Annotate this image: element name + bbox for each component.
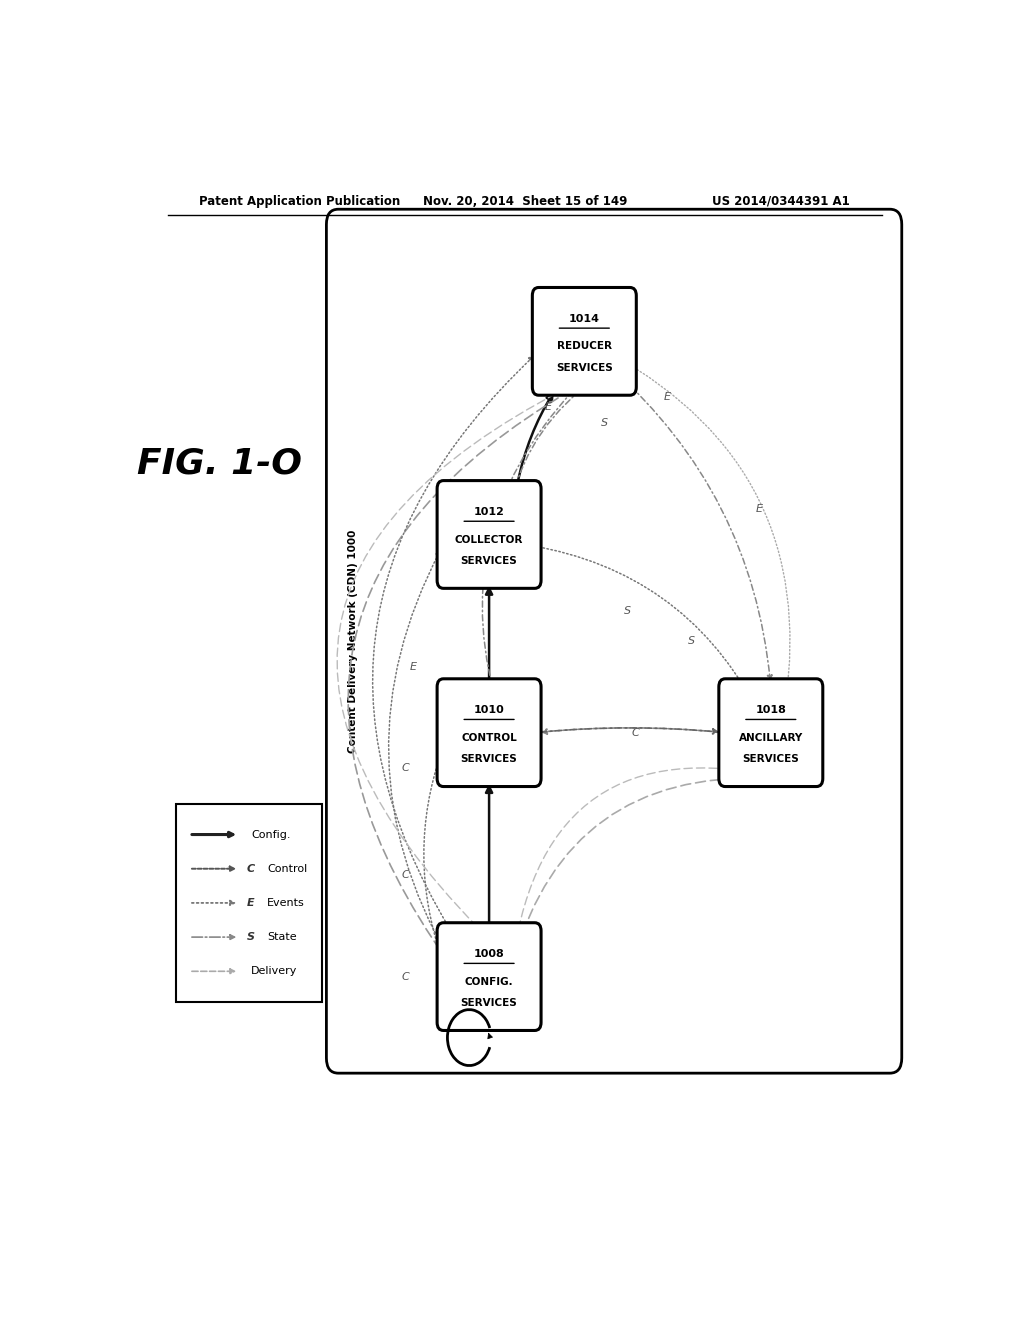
Text: Events: Events [267, 898, 304, 908]
FancyArrowPatch shape [507, 391, 580, 517]
Text: E: E [247, 898, 255, 908]
Text: FIG. 1-O: FIG. 1-O [137, 446, 302, 480]
FancyArrowPatch shape [611, 368, 772, 680]
Text: 1012: 1012 [474, 507, 505, 517]
Text: CONFIG.: CONFIG. [465, 977, 513, 986]
FancyArrowPatch shape [541, 727, 718, 734]
Text: C: C [401, 763, 410, 774]
Text: 1018: 1018 [756, 705, 786, 715]
FancyArrowPatch shape [486, 787, 493, 925]
Text: E: E [411, 661, 417, 672]
Text: S: S [247, 932, 255, 942]
FancyArrowPatch shape [191, 969, 234, 974]
FancyArrowPatch shape [191, 900, 234, 906]
FancyArrowPatch shape [424, 754, 441, 957]
Text: State: State [267, 932, 297, 942]
FancyBboxPatch shape [532, 288, 636, 395]
FancyArrowPatch shape [191, 866, 234, 871]
Text: REDUCER: REDUCER [557, 342, 611, 351]
FancyArrowPatch shape [191, 935, 234, 940]
FancyArrowPatch shape [531, 545, 754, 704]
FancyArrowPatch shape [513, 777, 765, 960]
Text: Control: Control [267, 863, 307, 874]
Text: Content Delivery Network (CDN) 1000: Content Delivery Network (CDN) 1000 [348, 529, 357, 752]
Text: E: E [545, 403, 552, 412]
Text: 1010: 1010 [474, 705, 505, 715]
FancyArrowPatch shape [542, 727, 720, 734]
Text: E: E [756, 504, 763, 513]
FancyArrowPatch shape [486, 589, 493, 681]
FancyArrowPatch shape [612, 354, 791, 702]
Text: COLLECTOR: COLLECTOR [455, 535, 523, 545]
Text: CONTROL: CONTROL [461, 733, 517, 743]
Text: E: E [665, 392, 671, 403]
FancyArrowPatch shape [373, 356, 534, 949]
Text: 1008: 1008 [474, 949, 505, 960]
FancyBboxPatch shape [437, 678, 541, 787]
FancyArrowPatch shape [482, 391, 572, 715]
Text: 1014: 1014 [568, 314, 600, 323]
Text: ANCILLARY: ANCILLARY [738, 733, 803, 743]
FancyBboxPatch shape [437, 923, 541, 1031]
Text: Patent Application Publication: Patent Application Publication [200, 194, 400, 207]
Text: US 2014/0344391 A1: US 2014/0344391 A1 [713, 194, 850, 207]
Text: SERVICES: SERVICES [461, 998, 517, 1008]
Text: C: C [401, 870, 410, 880]
FancyArrowPatch shape [511, 768, 779, 960]
FancyBboxPatch shape [327, 210, 902, 1073]
Text: Delivery: Delivery [251, 966, 297, 977]
Text: C: C [632, 727, 640, 738]
Text: C: C [401, 972, 410, 982]
FancyArrowPatch shape [487, 1034, 493, 1039]
Text: S: S [601, 417, 607, 428]
FancyArrowPatch shape [337, 391, 562, 927]
FancyArrowPatch shape [388, 550, 449, 958]
FancyBboxPatch shape [176, 804, 323, 1002]
Text: C: C [247, 863, 255, 874]
Text: Config.: Config. [251, 829, 291, 840]
Text: SERVICES: SERVICES [461, 556, 517, 566]
FancyArrowPatch shape [191, 833, 232, 837]
Text: S: S [688, 636, 695, 647]
Text: SERVICES: SERVICES [556, 363, 612, 372]
Text: S: S [625, 606, 632, 615]
FancyArrowPatch shape [517, 395, 553, 483]
FancyBboxPatch shape [719, 678, 823, 787]
Text: Nov. 20, 2014  Sheet 15 of 149: Nov. 20, 2014 Sheet 15 of 149 [423, 194, 627, 207]
Text: SERVICES: SERVICES [461, 754, 517, 764]
Text: SERVICES: SERVICES [742, 754, 799, 764]
FancyBboxPatch shape [437, 480, 541, 589]
FancyArrowPatch shape [348, 391, 570, 962]
